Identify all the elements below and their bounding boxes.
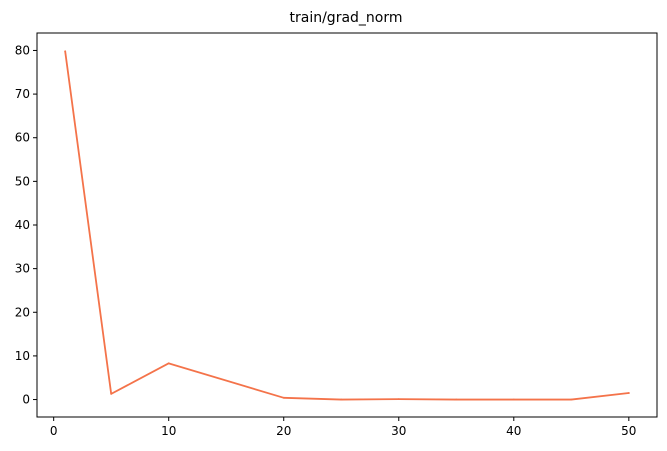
y-tick-label: 30 xyxy=(15,262,30,276)
y-tick-label: 40 xyxy=(15,218,30,232)
data-point xyxy=(340,398,343,401)
y-tick-label: 0 xyxy=(22,393,30,407)
series-layer xyxy=(64,50,630,401)
data-point xyxy=(110,392,113,395)
y-tick-label: 20 xyxy=(15,305,30,319)
x-tick-label: 20 xyxy=(276,424,291,438)
data-point xyxy=(455,398,458,401)
x-tick-label: 40 xyxy=(506,424,521,438)
data-point xyxy=(627,392,630,394)
plot-border xyxy=(36,32,658,418)
series-line xyxy=(64,50,630,401)
y-axis: 0 10 20 30 40 50 60 70 80 xyxy=(15,43,37,407)
x-axis: 0 10 20 30 40 50 xyxy=(50,417,636,438)
data-point xyxy=(512,398,515,401)
chart-title: train/grad_norm xyxy=(290,10,403,26)
data-point xyxy=(167,362,170,365)
data-point xyxy=(397,398,400,401)
x-tick-label: 10 xyxy=(161,424,176,438)
data-point xyxy=(64,50,67,53)
x-tick-label: 30 xyxy=(391,424,406,438)
y-tick-label: 70 xyxy=(15,87,30,101)
y-tick-label: 50 xyxy=(15,174,30,188)
plot-frame xyxy=(36,32,658,418)
y-tick-label: 10 xyxy=(15,349,30,363)
data-point xyxy=(282,396,285,399)
x-tick-label: 0 xyxy=(50,424,58,438)
y-tick-label: 80 xyxy=(15,43,30,57)
y-tick-label: 60 xyxy=(15,131,30,145)
x-tick-label: 50 xyxy=(621,424,636,438)
data-point xyxy=(570,398,573,401)
